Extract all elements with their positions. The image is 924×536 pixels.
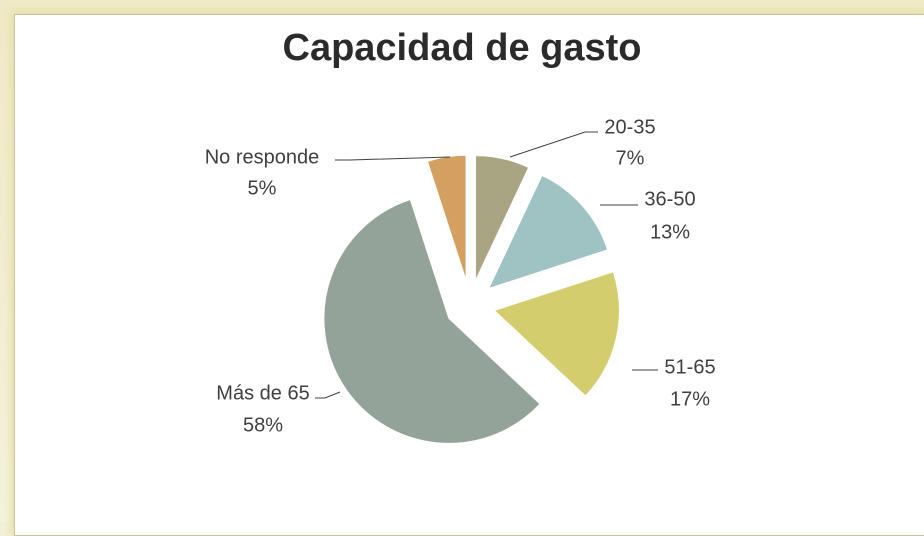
pie-slice xyxy=(487,174,609,290)
slice-value-label: 17% xyxy=(670,388,710,410)
slice-value-label: 13% xyxy=(650,221,690,243)
chart-title: Capacidad de gasto xyxy=(283,27,642,69)
pie-slice xyxy=(493,271,620,397)
slice-label: 20-35 xyxy=(604,116,655,138)
pie-slice xyxy=(426,154,467,281)
leader-line xyxy=(315,391,341,399)
pie-slice xyxy=(474,155,530,281)
pie-slice xyxy=(323,198,541,444)
slice-value-label: 5% xyxy=(248,177,277,199)
slice-label: 51-65 xyxy=(664,356,715,378)
chart-panel xyxy=(14,14,924,536)
leader-line xyxy=(509,131,598,158)
slice-value-label: 58% xyxy=(243,414,283,436)
slice-label: 36-50 xyxy=(644,188,695,210)
slice-value-label: 7% xyxy=(616,147,645,169)
chart: Capacidad de gasto 20-35 7% 36-50 13% 51-65 1… xyxy=(205,27,716,444)
slice-label: Más de 65 xyxy=(216,382,309,404)
leader-line xyxy=(335,156,451,161)
slice-label: No responde xyxy=(205,146,320,168)
